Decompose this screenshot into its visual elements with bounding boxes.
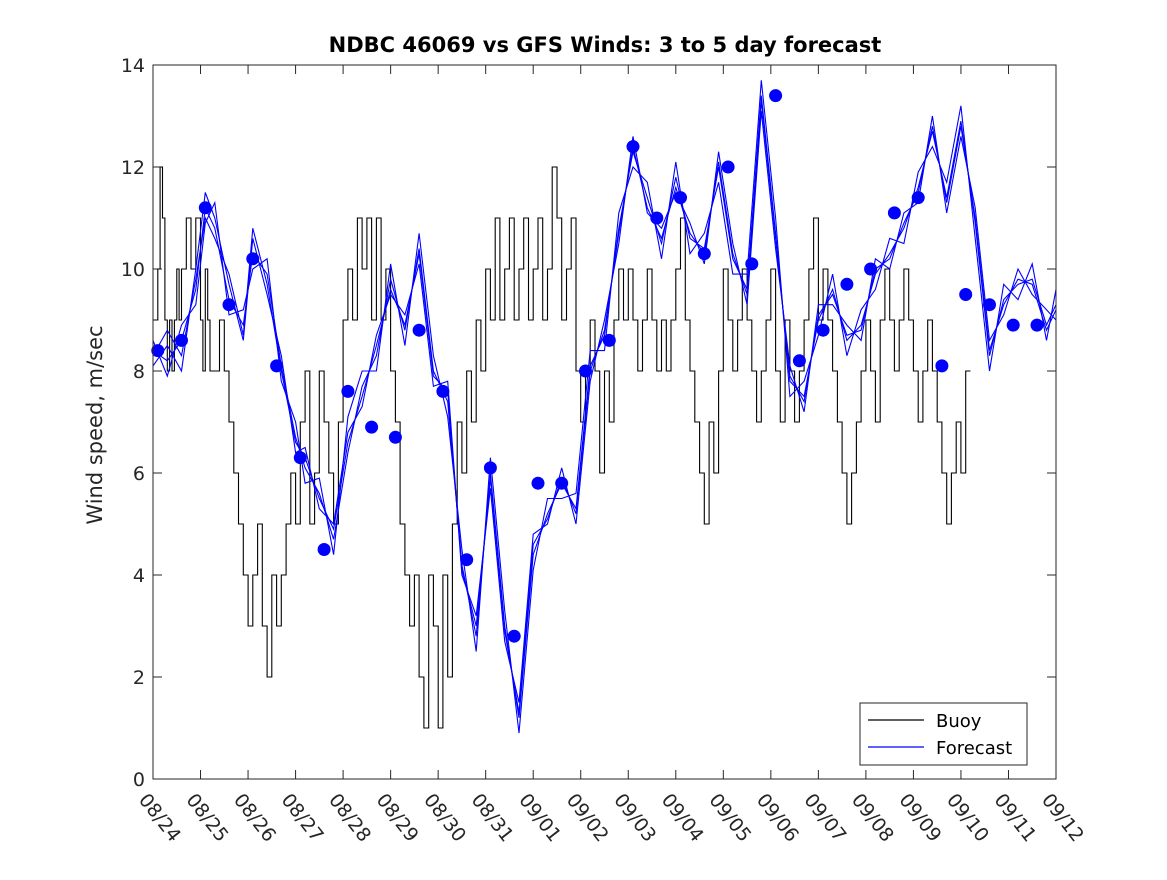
forecast-marker [935,359,949,373]
forecast-series [152,80,1057,734]
y-tick-label: 4 [133,565,145,587]
forecast-marker [483,461,497,475]
forecast-markers [151,89,1044,643]
forecast-marker [270,359,284,373]
y-tick-label: 2 [133,667,145,689]
forecast-marker [507,629,521,643]
forecast-marker [769,89,783,103]
forecast-marker [887,206,901,220]
forecast-marker [745,257,759,271]
forecast-marker [175,333,188,347]
forecast-marker [341,384,355,398]
forecast-marker [293,451,307,465]
y-tick-label: 6 [133,463,145,485]
forecast-marker [840,277,854,291]
forecast-marker [460,553,474,567]
forecast-marker [816,323,830,337]
chart-title: NDBC 46069 vs GFS Winds: 3 to 5 day fore… [329,33,882,57]
forecast-marker [792,354,806,368]
y-tick-label: 8 [133,361,145,383]
forecast-marker [721,160,735,174]
forecast-marker [388,430,402,444]
plot-frame [152,64,1057,780]
forecast-marker [650,211,664,225]
forecast-marker [365,420,379,434]
legend-forecast-label: Forecast [936,738,1012,759]
forecast-marker [1030,318,1044,332]
forecast-marker [1006,318,1020,332]
forecast-marker [198,201,212,215]
legend-buoy-label: Buoy [936,711,982,732]
forecast-marker [697,247,711,261]
buoy-line [153,166,971,729]
forecast-marker [555,476,569,490]
forecast-marker [531,476,545,490]
forecast-marker [579,364,592,378]
y-tick-label: 10 [121,259,145,281]
forecast-marker [317,543,331,556]
legend-box [859,702,1028,766]
forecast-marker [222,298,236,312]
forecast-marker [864,262,878,276]
buoy-series [153,166,971,729]
forecast-line [152,100,1057,713]
forecast-marker [436,384,450,398]
legend: Buoy Forecast [859,702,1028,766]
forecast-marker [983,298,996,312]
forecast-marker [151,344,165,358]
forecast-marker [959,288,973,301]
forecast-marker [246,252,260,266]
y-tick-label: 0 [133,769,145,791]
forecast-marker [674,191,687,205]
forecast-marker [412,323,426,337]
y-tick-labels: 0 2 4 6 8 10 12 14 [121,55,145,791]
forecast-marker [626,140,640,154]
y-axis-label: Wind speed, m/sec [83,325,107,524]
forecast-marker [602,333,616,347]
forecast-marker [911,191,925,205]
y-tick-label: 12 [121,157,145,179]
y-tick-label: 14 [121,55,145,77]
